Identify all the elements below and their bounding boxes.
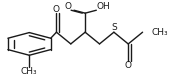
Text: O: O	[125, 61, 132, 70]
Text: S: S	[111, 23, 117, 32]
Text: CH₃: CH₃	[151, 28, 168, 37]
Text: CH₃: CH₃	[21, 67, 38, 76]
Text: OH: OH	[97, 2, 110, 11]
Text: O: O	[65, 2, 72, 11]
Text: O: O	[53, 5, 60, 14]
